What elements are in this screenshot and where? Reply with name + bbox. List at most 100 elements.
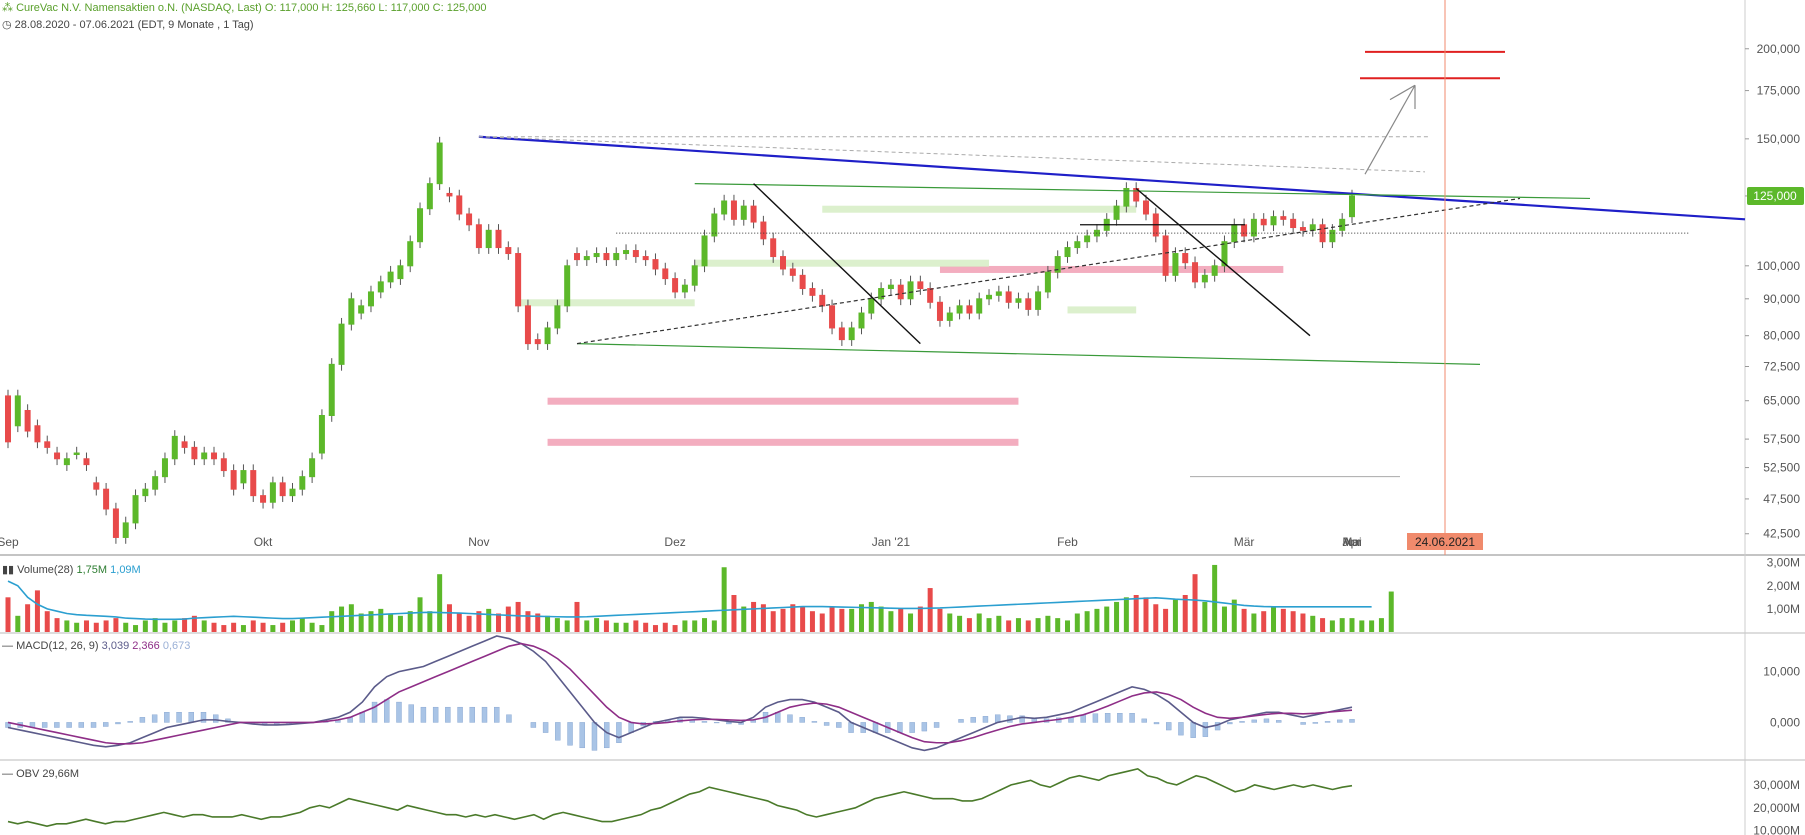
volume-bar (1045, 615, 1051, 632)
volume-bar (633, 620, 639, 632)
candle-body (407, 241, 414, 267)
obv-label[interactable]: — OBV 29,66M (2, 768, 79, 780)
macd-label[interactable]: — MACD(12, 26, 9) 3,039 2,366 0,673 (2, 640, 190, 652)
candle-body (181, 441, 188, 448)
macd-histogram-bar (457, 706, 463, 723)
candle-body (554, 305, 561, 329)
volume-bar (339, 606, 345, 632)
macd-y-label: 10,000 (1763, 665, 1800, 679)
volume-bar (113, 618, 119, 632)
candle-body (475, 224, 482, 249)
y-tick-label: 65,000 (1763, 394, 1800, 408)
macd-histogram-bar (469, 706, 475, 723)
volume-bar (888, 611, 894, 632)
downtrend-line-2 (1135, 187, 1311, 337)
candle-body (868, 298, 875, 314)
volume-bar (64, 620, 70, 632)
volume-bar (751, 601, 757, 632)
candle-body (417, 208, 424, 243)
volume-bar (1212, 564, 1218, 632)
volume-bar (1074, 613, 1080, 632)
volume-bar (741, 606, 747, 632)
candle-body (112, 508, 119, 538)
volume-bar (93, 622, 99, 632)
macd-histogram-bar (371, 701, 378, 723)
volume-bar (270, 625, 276, 632)
candle-body (1044, 271, 1051, 293)
volume-bar (1114, 601, 1120, 632)
macd-histogram-bar (78, 722, 85, 728)
candle-body (1211, 265, 1218, 276)
chart-header: ⁂ CureVac N.V. Namensaktien o.N. (NASDAQ… (2, 1, 487, 14)
volume-bar (662, 622, 668, 632)
volume-bar (584, 620, 590, 632)
candle-body (770, 238, 777, 258)
candle-body (1280, 216, 1287, 220)
volume-bar (760, 604, 766, 632)
volume-bar (1310, 615, 1316, 632)
volume-bar (603, 620, 609, 632)
y-tick-label: 57,500 (1763, 432, 1800, 446)
y-tick-label: 80,000 (1763, 329, 1800, 343)
instrument-title: CureVac N.V. Namensaktien o.N. (NASDAQ, … (16, 2, 262, 14)
volume-bar (1163, 608, 1169, 632)
candle-body (730, 200, 737, 220)
obv-icon: — (2, 768, 13, 780)
macd-histogram-bar (1129, 713, 1135, 723)
upper-green-line (694, 183, 1591, 200)
volume-bar (1104, 606, 1110, 632)
volume-bar (162, 622, 168, 632)
candle-body (485, 229, 492, 249)
volume-bar (1349, 618, 1355, 632)
candle-body (1035, 291, 1042, 310)
volume-bar (878, 606, 884, 632)
volume-bar (564, 620, 570, 632)
candle-body (466, 213, 473, 226)
candle-body (338, 323, 345, 365)
candles-layer[interactable] (5, 136, 1355, 544)
candle-body (701, 235, 708, 267)
candle-body (1339, 218, 1346, 231)
shaded-zone (694, 259, 990, 267)
macd-histogram-bar (90, 722, 97, 728)
candle-body (171, 435, 178, 460)
macd-histogram-bar (494, 706, 500, 723)
volume-bar (1359, 620, 1365, 632)
candle-body (976, 298, 983, 314)
candle-body (603, 253, 610, 261)
candle-body (1054, 256, 1061, 273)
clock-icon: ◷ (2, 19, 12, 31)
candle-body (446, 192, 453, 197)
macd-histogram-bar (1153, 722, 1160, 725)
volume-label[interactable]: ▮▮ Volume(28) 1,75M 1,09M (2, 563, 141, 576)
x-tick-label: Jan '21 (872, 535, 911, 549)
candle-body (1025, 298, 1032, 310)
volume-bar (505, 606, 511, 632)
candle-body (387, 271, 394, 283)
candle-body (103, 488, 110, 510)
macd-histogram-bar (542, 722, 549, 733)
volume-bar (594, 618, 600, 632)
candle-body (250, 470, 257, 497)
candle-body (711, 213, 718, 237)
candle-body (495, 229, 502, 249)
volume-bar (1320, 618, 1326, 632)
volume-bar (211, 622, 217, 632)
candle-body (632, 250, 639, 258)
histogram-value: 0,673 (162, 640, 191, 652)
candle-body (436, 142, 443, 185)
macd-histogram-bar (1166, 722, 1172, 731)
candle-body (1270, 216, 1277, 226)
macd-histogram-bar (176, 712, 182, 723)
volume-bar (1339, 618, 1345, 632)
volume-title: Volume(28) (17, 564, 74, 576)
trendlines-layer[interactable] (478, 0, 1746, 555)
candle-body (122, 522, 129, 538)
candle-body (780, 256, 787, 270)
candle-body (1064, 247, 1071, 258)
candle-body (1142, 200, 1149, 215)
candle-body (426, 183, 433, 210)
macd-histogram-bar (909, 722, 915, 733)
support-dashed-line (576, 197, 1521, 345)
